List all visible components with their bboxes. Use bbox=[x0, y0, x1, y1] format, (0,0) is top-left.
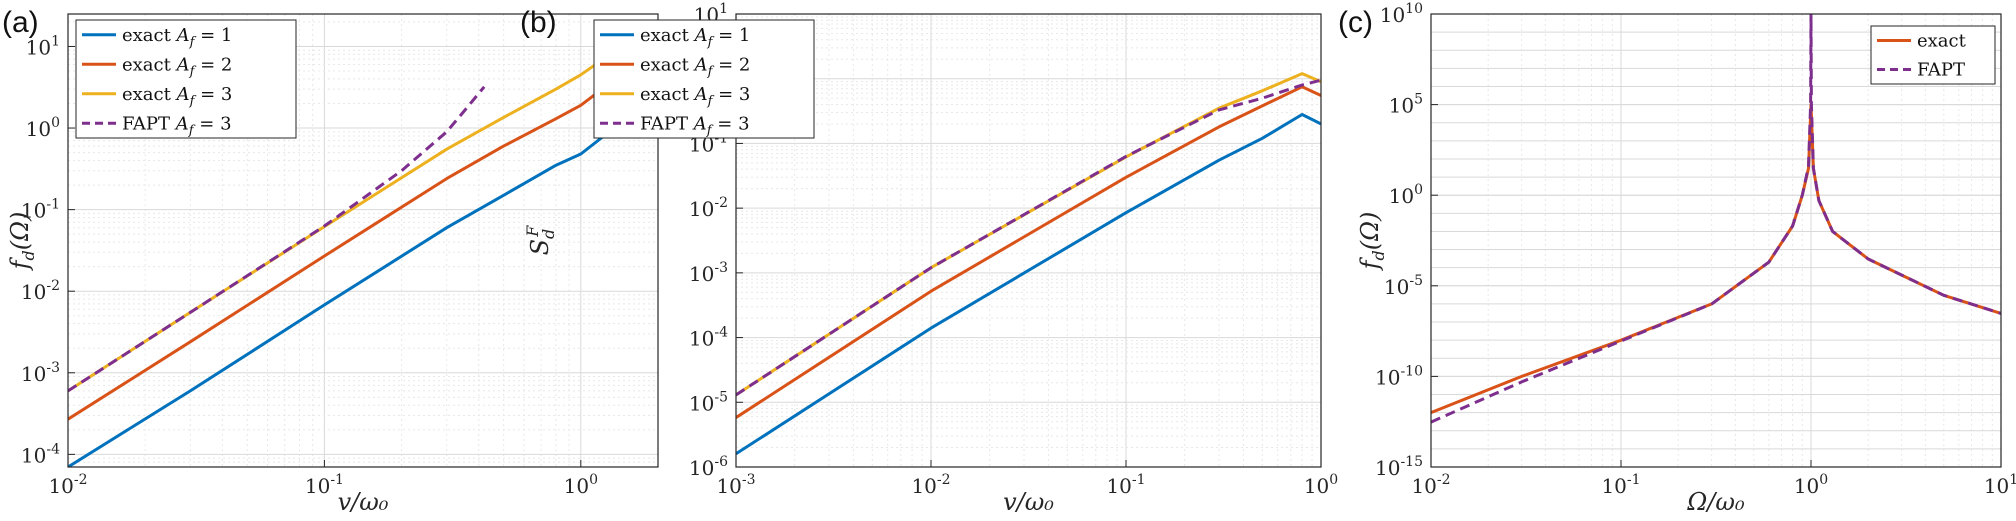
series-line-fapt-a-f-3 bbox=[736, 78, 1321, 397]
y-tick-label: 10-3 bbox=[689, 260, 728, 286]
y-tick-label: 1010 bbox=[1380, 1, 1423, 27]
x-tick-label: 10-2 bbox=[911, 472, 950, 498]
legend: exact FAPT bbox=[1870, 25, 1996, 85]
legend-entry: exact Af = 2 bbox=[640, 54, 750, 79]
y-axis-label: fd(Ω) bbox=[1356, 212, 1388, 272]
y-tick-label: 10-10 bbox=[1375, 363, 1423, 389]
series-group bbox=[1431, 14, 2001, 424]
axes-frame bbox=[735, 13, 1322, 468]
panel-label: (c) bbox=[1338, 6, 1373, 39]
y-tick-label: 105 bbox=[1389, 92, 1423, 118]
x-tick-label: 10-3 bbox=[716, 472, 755, 498]
y-tick-label: 100 bbox=[26, 115, 60, 141]
panel-label: (a) bbox=[2, 6, 39, 39]
grid bbox=[1430, 13, 2002, 468]
series-line-fapt bbox=[1431, 14, 2001, 424]
y-tick-label: 100 bbox=[1389, 182, 1423, 208]
panel-b: 10-310-210-110010-610-510-410-310-210-11… bbox=[520, 1, 1338, 516]
legend-entry: exact Af = 1 bbox=[122, 25, 232, 50]
x-axis-label: v/ω₀ bbox=[338, 488, 389, 516]
x-tick-label: 10-1 bbox=[1601, 472, 1640, 498]
y-tick-label: 10-2 bbox=[21, 278, 60, 304]
axes-frame bbox=[1430, 13, 2002, 468]
panel-c: 10-2 10-1 100 101 10-15 10-10 10-5 100 105 1010 Ω/… bbox=[1338, 1, 2016, 516]
x-tick-label: 10-1 bbox=[305, 472, 344, 498]
legend-entry: exact Af = 2 bbox=[122, 54, 232, 79]
series-line-fapt-a-f-3 bbox=[68, 85, 486, 393]
y-tick-label: 10-4 bbox=[21, 441, 60, 467]
legend: exact Af = 1 exact Af = 2 exact Af = 3 FAPT… bbox=[593, 19, 815, 139]
legend-entry: exact bbox=[1917, 31, 1967, 52]
series-line-exact-a-f-2 bbox=[736, 85, 1321, 419]
series-group bbox=[736, 72, 1321, 456]
panel-label: (b) bbox=[520, 6, 557, 39]
y-tick-label: 10-1 bbox=[21, 197, 60, 223]
axes-frame bbox=[67, 13, 659, 468]
x-axis-label: v/ω₀ bbox=[1003, 488, 1054, 516]
x-tick-label: 10-1 bbox=[1106, 472, 1145, 498]
y-tick-label: 10-5 bbox=[1384, 273, 1423, 299]
y-axis-label: fd(Ω) bbox=[6, 212, 38, 272]
series-line-exact-a-f-1 bbox=[736, 113, 1321, 456]
y-tick-label: 10-5 bbox=[689, 389, 728, 415]
legend-box bbox=[75, 19, 297, 139]
y-tick-label: 10-15 bbox=[1375, 454, 1423, 480]
x-tick-label: 100 bbox=[1304, 472, 1338, 498]
x-tick-label: 100 bbox=[1794, 472, 1828, 498]
y-tick-label: 10-6 bbox=[689, 454, 728, 480]
legend-entry: FAPT bbox=[1917, 60, 1965, 81]
legend-entry: exact Af = 3 bbox=[122, 84, 232, 109]
legend-entry: exact Af = 3 bbox=[640, 84, 750, 109]
y-axis-label: SdF bbox=[523, 225, 558, 256]
x-tick-label: 10-2 bbox=[1411, 472, 1450, 498]
legend: exact Af = 1 exact Af = 2 exact Af = 3 FAPT… bbox=[75, 19, 297, 139]
y-tick-label: 10-2 bbox=[689, 195, 728, 221]
y-tick-label: 10-3 bbox=[21, 360, 60, 386]
plot-area bbox=[1431, 14, 2001, 467]
panel-a: 10-2 10-1 100 10-4 10-3 10-2 10-1 100 101 v/ω₀ fd(… bbox=[2, 6, 659, 516]
y-tick-label: 10-4 bbox=[689, 325, 728, 351]
legend-box bbox=[593, 19, 815, 139]
legend-entry: exact Af = 1 bbox=[640, 25, 750, 50]
grid bbox=[67, 14, 659, 468]
legend-box bbox=[1870, 25, 1996, 85]
x-axis-label: Ω/ω₀ bbox=[1686, 488, 1745, 516]
x-tick-label: 100 bbox=[564, 472, 598, 498]
plot-area bbox=[736, 14, 1321, 467]
x-tick-label: 101 bbox=[1984, 472, 2016, 498]
legend-entry: FAPT Af = 3 bbox=[640, 113, 750, 138]
legend-entry: FAPT Af = 3 bbox=[122, 113, 232, 138]
y-tick-label: 101 bbox=[26, 33, 60, 59]
x-tick-label: 10-2 bbox=[48, 472, 87, 498]
